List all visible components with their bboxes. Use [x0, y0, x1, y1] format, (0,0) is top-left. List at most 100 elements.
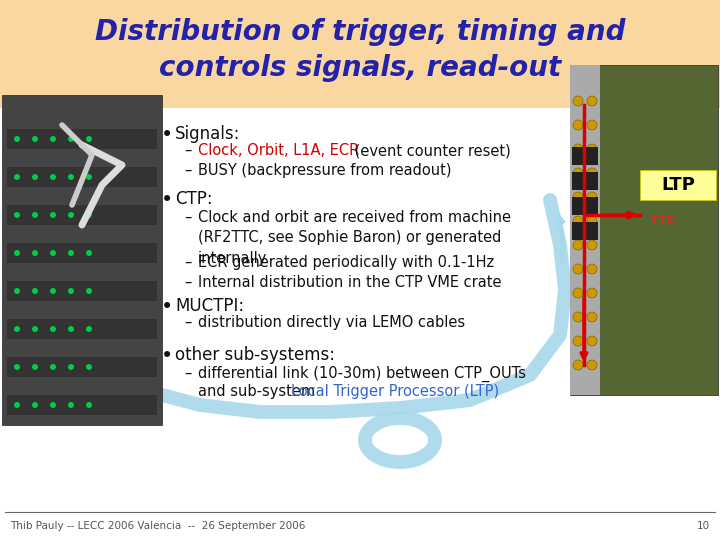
- Circle shape: [587, 336, 597, 346]
- Circle shape: [587, 288, 597, 298]
- Circle shape: [573, 144, 583, 154]
- Circle shape: [587, 120, 597, 130]
- Circle shape: [50, 174, 56, 180]
- Bar: [570, 65, 600, 395]
- Circle shape: [68, 364, 74, 370]
- Circle shape: [68, 250, 74, 256]
- Circle shape: [573, 120, 583, 130]
- Text: distribution directly via LEMO cables: distribution directly via LEMO cables: [198, 315, 465, 330]
- Text: CTP:: CTP:: [175, 190, 212, 208]
- Circle shape: [573, 96, 583, 106]
- Circle shape: [50, 136, 56, 142]
- Bar: [572, 222, 598, 240]
- Circle shape: [587, 240, 597, 250]
- Circle shape: [587, 192, 597, 202]
- Circle shape: [86, 212, 92, 218]
- Circle shape: [68, 212, 74, 218]
- Circle shape: [587, 360, 597, 370]
- Circle shape: [14, 136, 20, 142]
- Text: (event counter reset): (event counter reset): [350, 143, 510, 158]
- Text: Thib Pauly -- LECC 2006 Valencia  --  26 September 2006: Thib Pauly -- LECC 2006 Valencia -- 26 S…: [10, 521, 305, 531]
- Circle shape: [86, 250, 92, 256]
- Text: Internal distribution in the CTP VME crate: Internal distribution in the CTP VME cra…: [198, 275, 502, 290]
- Text: 10: 10: [697, 521, 710, 531]
- Text: Local Trigger Processor (LTP): Local Trigger Processor (LTP): [291, 384, 499, 399]
- Bar: [2, 95, 162, 425]
- Text: –: –: [184, 255, 192, 270]
- Text: Signals:: Signals:: [175, 125, 240, 143]
- Text: •: •: [161, 346, 174, 366]
- Circle shape: [573, 288, 583, 298]
- Circle shape: [50, 250, 56, 256]
- Circle shape: [86, 364, 92, 370]
- Circle shape: [573, 312, 583, 322]
- Circle shape: [68, 326, 74, 332]
- Bar: [7, 167, 157, 187]
- Circle shape: [14, 288, 20, 294]
- Text: MUCTPI:: MUCTPI:: [175, 297, 244, 315]
- Bar: [7, 357, 157, 377]
- Bar: [572, 197, 598, 215]
- Circle shape: [587, 312, 597, 322]
- Text: TTC: TTC: [650, 213, 677, 226]
- Bar: [7, 395, 157, 415]
- Circle shape: [14, 174, 20, 180]
- Circle shape: [14, 326, 20, 332]
- Circle shape: [32, 364, 38, 370]
- Bar: [7, 243, 157, 263]
- Circle shape: [32, 250, 38, 256]
- Circle shape: [573, 240, 583, 250]
- Circle shape: [50, 402, 56, 408]
- Circle shape: [32, 212, 38, 218]
- Circle shape: [587, 96, 597, 106]
- Circle shape: [587, 144, 597, 154]
- Circle shape: [573, 216, 583, 226]
- Text: –: –: [184, 143, 192, 158]
- Circle shape: [587, 216, 597, 226]
- Circle shape: [573, 264, 583, 274]
- Text: –: –: [184, 163, 192, 178]
- Circle shape: [32, 402, 38, 408]
- Text: ECR generated periodically with 0.1-1Hz: ECR generated periodically with 0.1-1Hz: [198, 255, 494, 270]
- Bar: [0, 0, 720, 108]
- Circle shape: [32, 288, 38, 294]
- Bar: [572, 147, 598, 165]
- Bar: [572, 172, 598, 190]
- Text: BUSY (backpressure from readout): BUSY (backpressure from readout): [198, 163, 451, 178]
- Circle shape: [86, 288, 92, 294]
- Circle shape: [587, 168, 597, 178]
- Circle shape: [86, 326, 92, 332]
- Text: •: •: [161, 190, 174, 210]
- Text: –: –: [184, 210, 192, 225]
- Circle shape: [32, 326, 38, 332]
- Bar: [7, 129, 157, 149]
- Circle shape: [573, 336, 583, 346]
- Text: –: –: [184, 275, 192, 290]
- Text: controls signals, read-out: controls signals, read-out: [159, 54, 561, 82]
- Circle shape: [68, 288, 74, 294]
- Circle shape: [68, 402, 74, 408]
- Bar: [640, 170, 716, 200]
- Circle shape: [14, 250, 20, 256]
- Text: •: •: [161, 125, 174, 145]
- Circle shape: [50, 288, 56, 294]
- Circle shape: [50, 364, 56, 370]
- Circle shape: [86, 136, 92, 142]
- Text: Clock, Orbit, L1A, ECR: Clock, Orbit, L1A, ECR: [198, 143, 359, 158]
- Text: other sub-systems:: other sub-systems:: [175, 346, 335, 364]
- Bar: [7, 281, 157, 301]
- Circle shape: [32, 174, 38, 180]
- Text: –: –: [184, 315, 192, 330]
- Circle shape: [573, 192, 583, 202]
- Text: –: –: [184, 366, 192, 381]
- Circle shape: [573, 360, 583, 370]
- Circle shape: [86, 402, 92, 408]
- Bar: [7, 205, 157, 225]
- Text: and sub-system: and sub-system: [198, 384, 320, 399]
- Circle shape: [68, 174, 74, 180]
- Bar: [570, 65, 718, 395]
- Circle shape: [14, 402, 20, 408]
- Text: •: •: [161, 297, 174, 317]
- Circle shape: [50, 326, 56, 332]
- Text: differential link (10-30m) between CTP_OUTs: differential link (10-30m) between CTP_O…: [198, 366, 526, 382]
